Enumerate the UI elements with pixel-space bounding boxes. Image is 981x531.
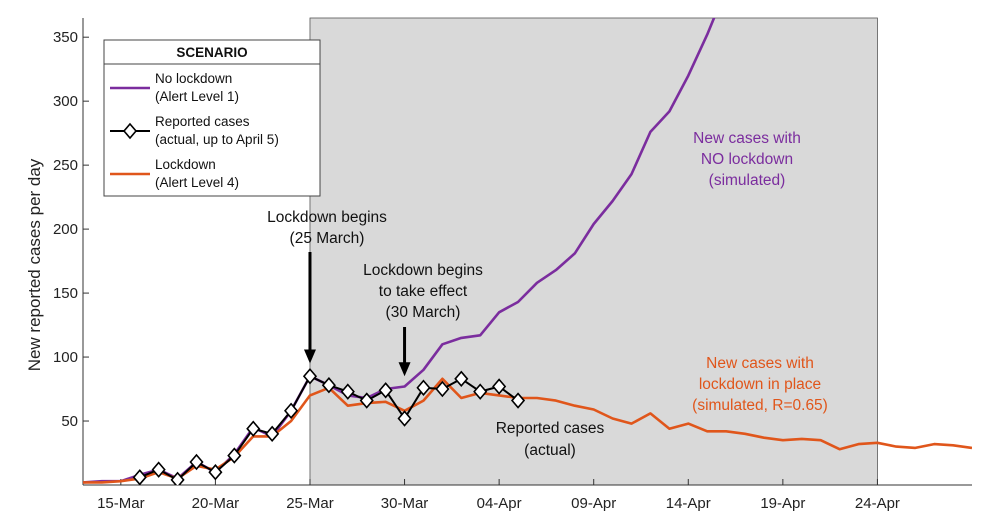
annotation-text: New cases with bbox=[706, 355, 814, 372]
y-tick-label: 50 bbox=[61, 413, 78, 430]
reported-case-marker bbox=[359, 392, 374, 409]
y-ticks: 50 100 150 200 250 300 350 bbox=[53, 29, 89, 430]
legend-label: (Alert Level 4) bbox=[155, 175, 239, 190]
legend: SCENARIO No lockdown (Alert Level 1) Rep… bbox=[103, 39, 321, 197]
reported-case-marker bbox=[510, 392, 526, 409]
arrow-lockdown-effect-head bbox=[398, 362, 411, 377]
x-tick-label: 14-Apr bbox=[666, 495, 711, 512]
legend-entry-reported: Reported cases (actual, up to April 5) bbox=[110, 114, 279, 147]
annotation-lockdown-sim: New cases with lockdown in place (simula… bbox=[692, 355, 828, 414]
reported-case-marker bbox=[284, 402, 299, 420]
annotation-text: (25 March) bbox=[290, 230, 365, 247]
y-tick-label: 300 bbox=[53, 93, 78, 110]
reported-case-marker bbox=[265, 425, 280, 443]
y-tick-label: 350 bbox=[53, 29, 78, 46]
x-tick-label: 30-Mar bbox=[381, 495, 429, 512]
y-tick-label: 100 bbox=[53, 349, 78, 366]
legend-label: No lockdown bbox=[155, 71, 232, 86]
reported-case-marker bbox=[189, 453, 204, 471]
x-ticks: 15-Mar 20-Mar 25-Mar 30-Mar 04-Apr 09-Apr 14-A… bbox=[97, 479, 900, 512]
annotation-text: (simulated, R=0.65) bbox=[692, 397, 828, 414]
reported-case-marker bbox=[378, 382, 393, 399]
x-tick-label: 04-Apr bbox=[477, 495, 522, 512]
annotation-lockdown-effect: Lockdown begins to take effect (30 March… bbox=[363, 262, 483, 321]
annotation-text: Reported cases bbox=[496, 420, 605, 437]
legend-label: (actual, up to April 5) bbox=[155, 132, 279, 147]
annotation-text: (actual) bbox=[524, 442, 576, 459]
y-tick-label: 200 bbox=[53, 221, 78, 238]
annotation-text: New cases with bbox=[693, 130, 801, 147]
annotation-reported: Reported cases (actual) bbox=[496, 420, 605, 459]
reported-case-marker bbox=[132, 469, 147, 485]
legend-marker bbox=[122, 122, 138, 140]
x-tick-label: 25-Mar bbox=[286, 495, 334, 512]
reported-case-marker bbox=[246, 420, 261, 437]
annotation-no-lockdown: New cases with NO lockdown (simulated) bbox=[693, 130, 801, 189]
annotation-text: to take effect bbox=[379, 283, 468, 300]
annotation-text: lockdown in place bbox=[699, 376, 821, 393]
reported-case-marker bbox=[340, 383, 355, 400]
reported-case-marker bbox=[397, 410, 412, 427]
lockdown-period-shading bbox=[309, 17, 878, 486]
reported-case-marker bbox=[492, 378, 507, 395]
reported-case-marker bbox=[454, 370, 469, 388]
reported-case-marker bbox=[170, 471, 185, 485]
legend-title: SCENARIO bbox=[176, 45, 247, 60]
legend-label: (Alert Level 1) bbox=[155, 89, 239, 104]
y-tick-label: 150 bbox=[53, 285, 78, 302]
axes bbox=[82, 18, 972, 486]
x-tick-label: 20-Mar bbox=[192, 495, 240, 512]
series-layer bbox=[83, 18, 972, 485]
reported-case-marker bbox=[151, 461, 166, 478]
arrow-lockdown-begins-head bbox=[303, 349, 316, 364]
y-axis-label: New reported cases per day bbox=[25, 158, 44, 371]
legend-label: Lockdown bbox=[155, 157, 216, 172]
reported-case-marker bbox=[473, 383, 488, 400]
reported-case-marker bbox=[208, 463, 223, 481]
x-tick-label: 24-Apr bbox=[855, 495, 900, 512]
x-tick-label: 15-Mar bbox=[97, 495, 145, 512]
annotation-arrows bbox=[303, 252, 411, 377]
reported-case-marker bbox=[321, 376, 336, 394]
annotation-text: (30 March) bbox=[386, 304, 461, 321]
annotation-text: Lockdown begins bbox=[267, 209, 387, 226]
annotation-lockdown-begins: Lockdown begins (25 March) bbox=[267, 209, 387, 247]
legend-entry-no-lockdown: No lockdown (Alert Level 1) bbox=[110, 71, 239, 104]
y-tick-label: 250 bbox=[53, 157, 78, 174]
reported-case-marker bbox=[435, 380, 450, 398]
annotation-text: Lockdown begins bbox=[363, 262, 483, 279]
x-tick-label: 19-Apr bbox=[760, 495, 805, 512]
legend-label: Reported cases bbox=[155, 114, 250, 129]
reported-case-marker bbox=[302, 368, 318, 385]
annotation-text: NO lockdown bbox=[701, 151, 793, 168]
x-tick-label: 09-Apr bbox=[571, 495, 616, 512]
reported-case-marker bbox=[227, 447, 242, 464]
legend-entry-lockdown: Lockdown (Alert Level 4) bbox=[110, 157, 239, 190]
reported-case-marker bbox=[416, 379, 431, 396]
annotation-text: (simulated) bbox=[709, 172, 786, 189]
